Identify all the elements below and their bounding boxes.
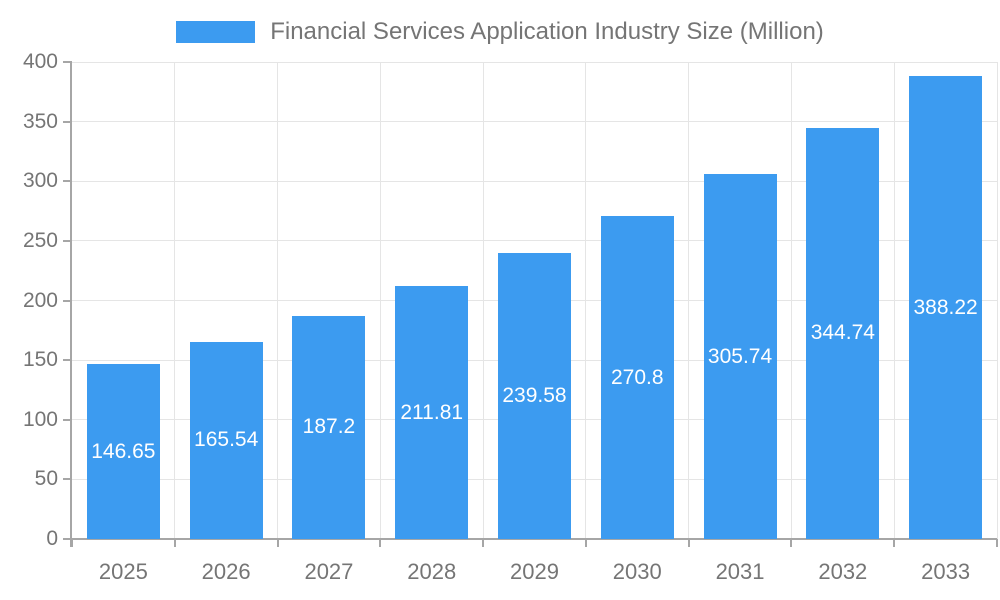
bar-value-label: 211.81: [400, 400, 464, 424]
bar-2027: 187.2: [292, 315, 366, 539]
bar-2028: 211.81: [395, 286, 469, 539]
y-axis-label: 100: [22, 407, 58, 431]
x-axis-tick: [790, 539, 793, 547]
bar-value-label: 165.54: [194, 428, 259, 452]
bar-2031: 305.74: [703, 174, 777, 539]
bar-value-label: 388.22: [913, 295, 978, 319]
chart-legend[interactable]: Financial Services Application Industry …: [0, 14, 1000, 50]
x-axis-tick: [687, 539, 690, 547]
y-gridline: [72, 121, 997, 123]
y-axis-label: 350: [22, 109, 58, 133]
y-axis-label: 400: [22, 50, 58, 73]
y-gridline: [72, 240, 997, 242]
y-axis-tick: [63, 418, 72, 421]
bar-value-label: 270.8: [610, 365, 664, 389]
x-axis-tick: [379, 539, 382, 547]
bar-2026: 165.54: [189, 341, 263, 539]
x-axis-tick: [996, 539, 998, 547]
x-axis-label: 2025: [98, 559, 148, 584]
x-gridline: [893, 62, 895, 539]
y-gridline: [72, 61, 997, 63]
y-axis-label: 150: [22, 348, 58, 372]
x-axis-tick: [584, 539, 587, 547]
x-gridline: [379, 62, 381, 539]
x-axis-label: 2026: [201, 559, 251, 584]
y-axis-label: 200: [22, 288, 58, 312]
y-axis-label: 300: [22, 169, 58, 193]
y-axis-label: 250: [22, 228, 58, 252]
y-axis-tick: [63, 120, 72, 123]
x-gridline: [482, 62, 484, 539]
x-axis-label: 2027: [304, 559, 354, 584]
y-axis-label: 50: [34, 467, 58, 491]
x-axis-tick: [71, 539, 73, 547]
x-axis-tick: [893, 539, 896, 547]
x-axis-label: 2030: [612, 559, 662, 584]
bar-value-label: 146.65: [91, 439, 156, 463]
x-axis-tick: [482, 539, 485, 547]
x-axis-tick: [276, 539, 279, 547]
legend-label: Financial Services Application Industry …: [270, 18, 824, 45]
x-gridline: [790, 62, 792, 539]
bar-2025: 146.65: [86, 364, 160, 539]
bar-2033: 388.22: [909, 76, 983, 539]
bar-value-label: 187.2: [302, 415, 356, 439]
y-axis-label: 0: [46, 527, 58, 550]
bar-value-label: 239.58: [502, 384, 567, 408]
y-axis-tick: [63, 61, 72, 63]
bar-value-label: 344.74: [810, 321, 875, 345]
bar-2030: 270.8: [600, 216, 674, 539]
bar-value-label: 305.74: [707, 344, 773, 368]
y-axis-tick: [63, 299, 72, 302]
x-gridline: [174, 62, 176, 539]
y-axis-tick: [63, 359, 72, 362]
x-gridline: [688, 62, 690, 539]
y-axis-line: [70, 62, 72, 547]
x-axis-label: 2031: [715, 559, 765, 584]
bar-2032: 344.74: [806, 127, 880, 539]
x-gridline: [996, 62, 998, 539]
x-axis-tick: [173, 539, 176, 547]
x-axis-label: 2028: [407, 559, 457, 584]
bar-2029: 239.58: [498, 253, 571, 539]
x-gridline: [277, 62, 279, 539]
x-axis-line: [63, 538, 997, 540]
y-axis-tick: [63, 478, 72, 481]
y-axis-tick: [63, 239, 72, 242]
x-axis-label: 2033: [921, 559, 971, 584]
legend-swatch: [176, 21, 256, 43]
x-axis-label: 2032: [818, 559, 868, 584]
y-axis-tick: [63, 180, 72, 183]
y-gridline: [72, 180, 997, 182]
x-axis-label: 2029: [510, 559, 559, 584]
x-gridline: [585, 62, 587, 539]
